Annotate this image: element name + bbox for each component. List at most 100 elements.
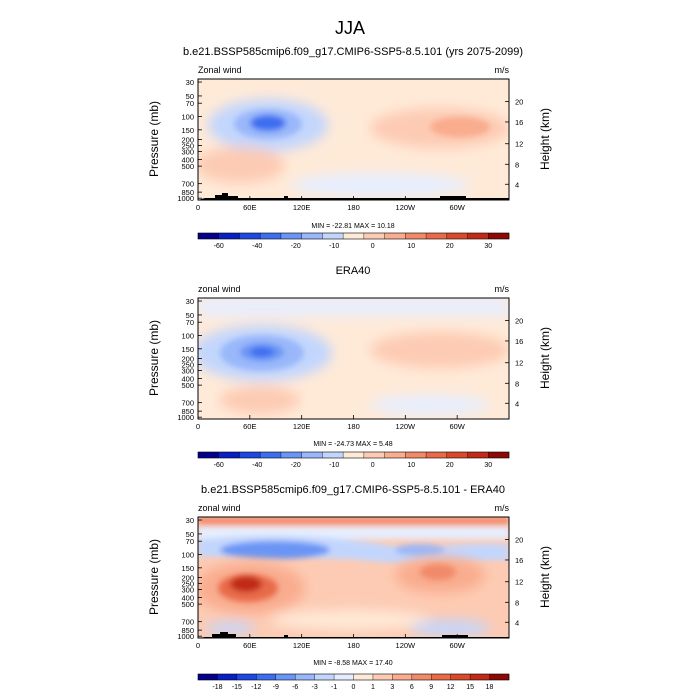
colorbar-swatch <box>446 452 468 458</box>
y-axis-label: Pressure (mb) <box>147 101 161 177</box>
y-tick-label: 100 <box>181 332 194 341</box>
colorbar-label: 10 <box>407 462 415 469</box>
x-tick-labels: 0 60E 120E 180 120W 60W <box>196 415 466 431</box>
y-tick-label: 500 <box>181 600 194 609</box>
units-label: m/s <box>495 284 510 294</box>
variable-label: zonal wind <box>198 284 241 294</box>
colorbar-swatch <box>489 674 510 680</box>
y-tick-labels-right: 20 16 12 8 4 <box>505 535 523 627</box>
colorbar-label: -3 <box>312 684 318 691</box>
colorbar-label: 30 <box>484 243 492 250</box>
colorbar-swatch <box>239 452 261 458</box>
y-tick-label: 150 <box>181 564 194 573</box>
y-right-tick-label: 12 <box>515 578 523 587</box>
colorbar-swatch <box>343 233 365 239</box>
units-label: m/s <box>495 503 510 513</box>
colorbar-label: 0 <box>352 684 356 691</box>
y-right-tick-label: 20 <box>515 535 523 544</box>
y-tick-label: 700 <box>181 399 194 408</box>
colorbar-swatch <box>280 452 302 458</box>
y-tick-label: 200 <box>181 355 194 364</box>
colorbar-swatch <box>218 233 240 239</box>
units-label: m/s <box>495 65 510 75</box>
x-tick-label: 180 <box>347 641 360 650</box>
colorbar-swatch <box>431 674 451 680</box>
colorbar-swatch <box>322 233 344 239</box>
x-tick-label: 60E <box>243 641 256 650</box>
y-axis-right-label: Height (km) <box>538 327 552 389</box>
colorbar-swatch <box>260 452 282 458</box>
colorbar-swatch <box>384 233 406 239</box>
colorbar-label: -10 <box>329 243 339 250</box>
x-tick-label: 60E <box>243 203 256 212</box>
y-tick-label: 70 <box>186 99 194 108</box>
y-tick-label: 400 <box>181 374 194 383</box>
x-tick-label: 0 <box>196 422 200 431</box>
y-tick-label: 100 <box>181 551 194 560</box>
x-tick-label: 0 <box>196 203 200 212</box>
colorbar-label: -40 <box>252 243 262 250</box>
colorbar-label: -40 <box>252 462 262 469</box>
panel-title: b.e21.BSSP585cmip6.f09_g17.CMIP6-SSP5-8.… <box>183 46 523 58</box>
colorbar-swatch <box>322 452 344 458</box>
x-tick-label: 60W <box>449 422 465 431</box>
colorbar-label: 30 <box>484 462 492 469</box>
colorbar-label: 3 <box>390 684 394 691</box>
min-max-readout: MIN = -8.58 MAX = 17.40 <box>313 660 392 667</box>
colorbar-label: -12 <box>251 684 261 691</box>
panel-era40: ERA40 zonal wind m/s Pressure (mb) Heigh… <box>147 265 552 469</box>
colorbar-swatch <box>256 674 276 680</box>
colorbar-swatch <box>363 233 385 239</box>
x-tick-label: 120W <box>396 422 417 431</box>
panel-title: b.e21.BSSP585cmip6.f09_g17.CMIP6-SSP5-8.… <box>201 484 505 496</box>
contour-field <box>198 517 509 638</box>
y-right-tick-label: 16 <box>515 556 523 565</box>
x-tick-label: 60E <box>243 422 256 431</box>
colorbar-swatch <box>275 674 296 680</box>
colorbar-swatch <box>295 674 315 680</box>
panel-title: ERA40 <box>336 265 371 277</box>
y-right-tick-label: 16 <box>515 118 523 127</box>
colorbar-swatch <box>334 674 354 680</box>
y-tick-label: 50 <box>186 311 194 320</box>
y-right-tick-label: 8 <box>515 160 519 169</box>
y-tick-label: 500 <box>181 381 194 390</box>
x-tick-label: 60W <box>449 203 465 212</box>
colorbar-label: -6 <box>292 684 298 691</box>
panel-model: b.e21.BSSP585cmip6.f09_g17.CMIP6-SSP5-8.… <box>147 46 552 250</box>
y-tick-label: 70 <box>186 537 194 546</box>
colorbar-swatch <box>405 233 427 239</box>
min-max-readout: MIN = -22.81 MAX = 10.18 <box>311 223 394 230</box>
colorbar-label: 18 <box>486 684 494 691</box>
x-tick-label: 180 <box>347 422 360 431</box>
colorbar-swatch <box>372 674 393 680</box>
colorbar-frame <box>197 232 510 240</box>
y-tick-labels-right: 20 16 12 8 4 <box>505 97 523 189</box>
x-tick-label: 120E <box>293 641 311 650</box>
colorbar-label: 1 <box>371 684 375 691</box>
colorbar-swatch <box>467 233 489 239</box>
y-right-tick-label: 12 <box>515 359 523 368</box>
colorbar: -18 -15 -12 -9 -6 -3 -1 0 1 3 6 9 12 15 18 <box>197 673 510 691</box>
min-max-readout: MIN = -24.73 MAX = 5.48 <box>313 441 392 448</box>
x-tick-labels: 0 60E 120E 180 120W 60W <box>196 196 466 212</box>
y-tick-label: 850 <box>181 188 194 197</box>
colorbar: -60 -40 -20 -10 0 10 20 30 <box>197 451 510 469</box>
y-right-tick-label: 8 <box>515 379 519 388</box>
colorbar-swatch <box>314 674 335 680</box>
y-tick-label: 1000 <box>177 413 194 422</box>
y-tick-label: 200 <box>181 574 194 583</box>
colorbar-label: 10 <box>407 243 415 250</box>
colorbar-swatch <box>363 452 385 458</box>
y-tick-label: 700 <box>181 180 194 189</box>
colorbar-swatch <box>488 452 510 458</box>
variable-label: Zonal wind <box>198 65 242 75</box>
colorbar-swatch <box>343 452 365 458</box>
y-tick-label: 30 <box>186 78 194 87</box>
y-tick-label: 300 <box>181 367 194 376</box>
colorbar-frame <box>197 451 510 459</box>
